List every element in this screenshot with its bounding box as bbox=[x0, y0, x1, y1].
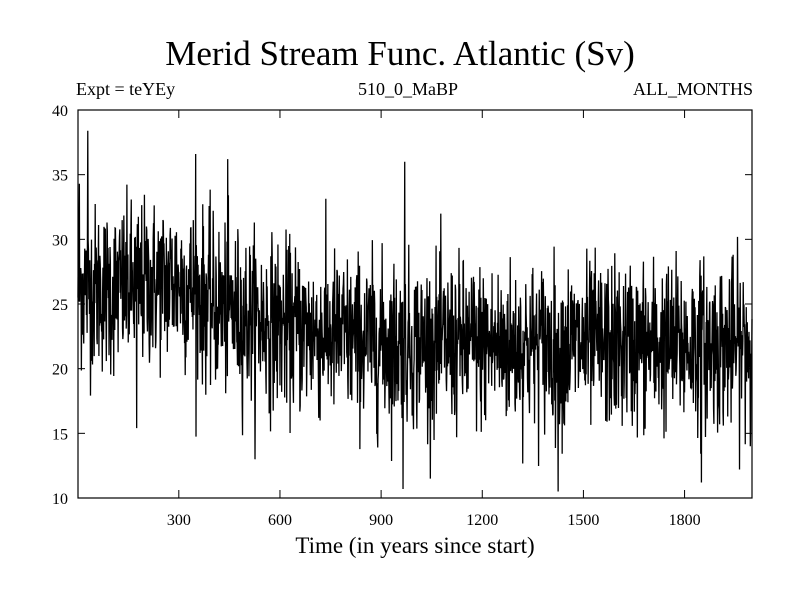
months-label: ALL_MONTHS bbox=[633, 79, 753, 99]
x-axis-label: Time (in years since start) bbox=[295, 533, 535, 558]
y-tick-label: 15 bbox=[52, 426, 68, 443]
x-tick-label: 300 bbox=[167, 512, 191, 529]
x-tick-label: 1500 bbox=[567, 512, 599, 529]
y-tick-label: 10 bbox=[52, 491, 68, 508]
x-tick-label: 600 bbox=[268, 512, 292, 529]
x-tick-label: 900 bbox=[369, 512, 393, 529]
y-tick-label: 35 bbox=[52, 168, 68, 185]
y-tick-label: 25 bbox=[52, 297, 68, 314]
y-tick-label: 20 bbox=[52, 362, 68, 379]
y-axis: 10 15 20 25 30 35 40 bbox=[52, 103, 752, 508]
chart-title: Merid Stream Func. Atlantic (Sv) bbox=[165, 34, 635, 73]
x-axis: 300 600 900 1200 1500 1800 bbox=[167, 110, 701, 529]
x-tick-label: 1200 bbox=[466, 512, 498, 529]
y-tick-label: 40 bbox=[52, 103, 68, 120]
y-tick-label: 30 bbox=[52, 232, 68, 249]
experiment-label: Expt = teYEy bbox=[76, 79, 176, 99]
x-tick-label: 1800 bbox=[669, 512, 701, 529]
period-label: 510_0_MaBP bbox=[358, 79, 459, 99]
series-line bbox=[77, 130, 753, 492]
